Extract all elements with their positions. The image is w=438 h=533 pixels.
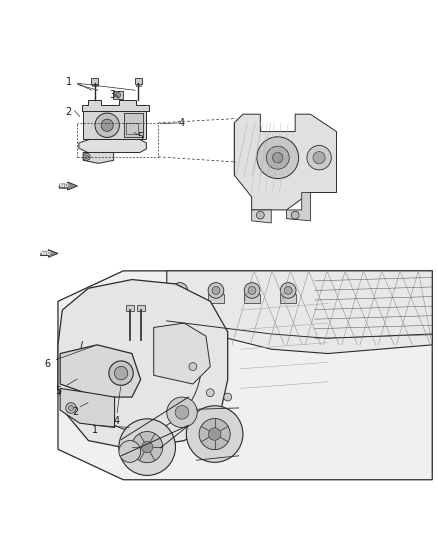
Circle shape	[199, 418, 230, 450]
Bar	[127, 123, 138, 134]
Circle shape	[172, 282, 187, 298]
Circle shape	[208, 282, 224, 298]
Circle shape	[114, 366, 128, 380]
Bar	[136, 84, 141, 86]
Polygon shape	[60, 345, 141, 397]
Polygon shape	[41, 249, 58, 257]
Circle shape	[291, 211, 299, 219]
Circle shape	[244, 282, 260, 298]
Polygon shape	[167, 271, 432, 353]
Circle shape	[186, 406, 243, 462]
Circle shape	[116, 92, 120, 98]
Circle shape	[119, 441, 141, 462]
Circle shape	[141, 441, 153, 453]
Text: FWD: FWD	[38, 251, 51, 256]
Bar	[172, 294, 187, 303]
Polygon shape	[234, 114, 336, 210]
Circle shape	[85, 155, 88, 158]
Circle shape	[206, 389, 214, 397]
Circle shape	[132, 432, 163, 463]
Text: 2: 2	[66, 107, 72, 117]
Circle shape	[224, 393, 232, 401]
Circle shape	[175, 406, 189, 419]
Circle shape	[284, 287, 292, 294]
Polygon shape	[82, 100, 149, 111]
Bar	[137, 305, 145, 311]
Circle shape	[176, 287, 184, 294]
Text: 4: 4	[113, 416, 120, 426]
Polygon shape	[58, 271, 432, 480]
Polygon shape	[252, 210, 271, 223]
Polygon shape	[58, 279, 228, 449]
Bar	[244, 294, 260, 303]
Text: 5: 5	[138, 132, 144, 142]
Polygon shape	[59, 182, 78, 190]
Polygon shape	[154, 323, 210, 384]
Text: 5: 5	[55, 385, 61, 395]
Bar	[280, 294, 296, 303]
Circle shape	[109, 361, 133, 385]
Text: 1: 1	[66, 77, 72, 86]
Circle shape	[313, 151, 325, 164]
Circle shape	[119, 419, 176, 475]
Bar	[113, 91, 123, 99]
Text: 1: 1	[92, 425, 98, 435]
Bar	[126, 305, 134, 311]
Circle shape	[208, 428, 221, 440]
Circle shape	[266, 146, 289, 169]
Text: 4: 4	[179, 118, 185, 128]
Circle shape	[101, 119, 113, 131]
Polygon shape	[83, 152, 114, 163]
Circle shape	[307, 146, 331, 170]
Polygon shape	[79, 140, 146, 152]
Bar	[92, 84, 98, 86]
Circle shape	[189, 362, 197, 370]
Text: 6: 6	[44, 359, 50, 369]
Circle shape	[256, 211, 264, 219]
Bar	[83, 111, 146, 140]
Bar	[135, 78, 142, 84]
Polygon shape	[60, 389, 115, 427]
Text: FWD: FWD	[57, 183, 70, 189]
Text: 2: 2	[72, 407, 78, 417]
Text: 3: 3	[110, 90, 116, 100]
Circle shape	[167, 397, 197, 427]
Circle shape	[212, 287, 220, 294]
Bar	[124, 114, 143, 137]
Circle shape	[68, 405, 74, 410]
Bar	[92, 78, 99, 84]
Circle shape	[83, 154, 90, 160]
Polygon shape	[286, 192, 311, 221]
Circle shape	[248, 287, 256, 294]
Circle shape	[257, 137, 299, 179]
Bar	[208, 294, 224, 303]
Circle shape	[66, 403, 76, 413]
Circle shape	[280, 282, 296, 298]
Circle shape	[272, 152, 283, 163]
Circle shape	[95, 113, 120, 138]
